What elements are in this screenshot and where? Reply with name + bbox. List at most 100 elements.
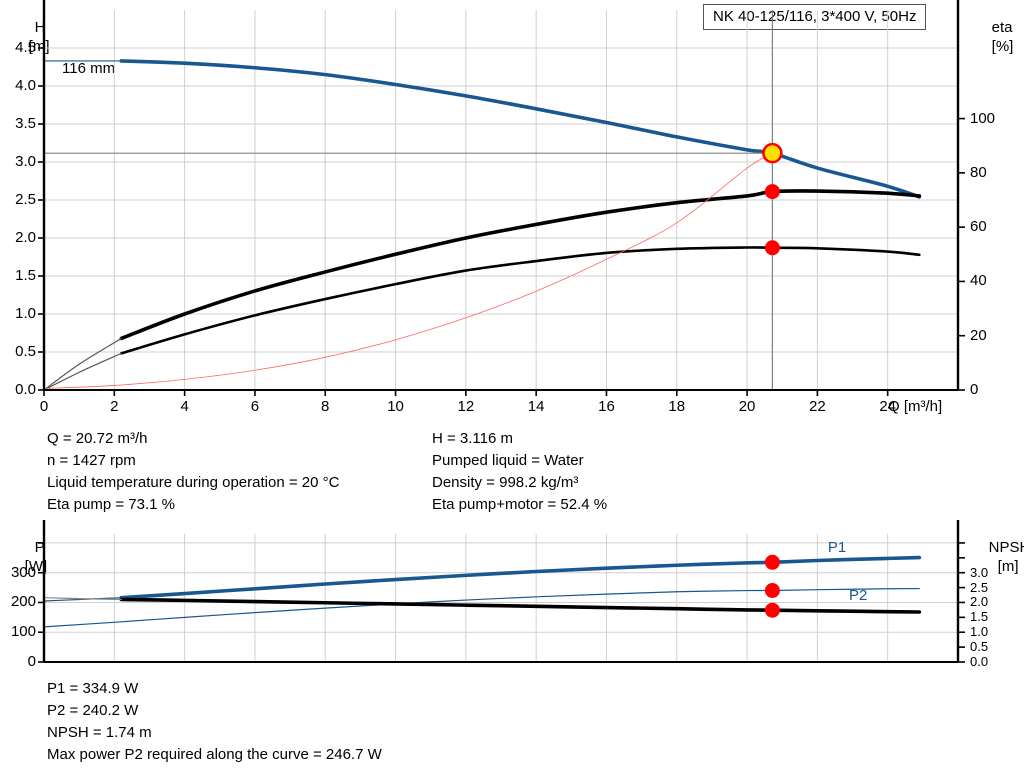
result-pumped-liquid: Pumped liquid = Water <box>432 452 584 469</box>
p-tick-label: 300 <box>10 563 36 581</box>
eta-axis-unit: [%] <box>975 21 1014 72</box>
q-tick-label: 20 <box>738 398 756 415</box>
npsh-tick-label: 3.0 <box>970 564 989 580</box>
q-tick-label: 4 <box>180 398 189 415</box>
impeller-size-text: 116 mm <box>62 60 116 77</box>
p-axis-unit: [W] <box>8 541 48 592</box>
h-tick-label: 0.0 <box>15 381 36 398</box>
q-tick-label: 14 <box>527 398 545 415</box>
h-tick-label: 4.0 <box>15 77 36 94</box>
h-tick-label: 1.0 <box>15 305 36 322</box>
result-eta-pump-motor-text: Eta pump+motor = 52.4 % <box>432 496 608 513</box>
p-axis-symbol: P <box>34 539 45 556</box>
result-eta-pump-text: Eta pump = 73.1 % <box>47 496 175 513</box>
result-h-text: H = 3.116 m <box>432 430 514 447</box>
p1-curve-label: P1 <box>827 539 847 557</box>
curve-system-curve <box>43 152 773 389</box>
marker-eta-pump-point <box>764 184 780 200</box>
marker-p1-point <box>764 554 780 570</box>
result-eta-pump: Eta pump = 73.1 % <box>47 496 175 513</box>
curve-p1-thin-extension <box>43 597 122 602</box>
q-tick-label: 0 <box>39 398 49 415</box>
h-tick-label: 4.5 <box>15 39 36 56</box>
q-tick-label: 2 <box>110 398 119 415</box>
curve-npsh-thin-extension <box>43 597 122 601</box>
p-tick-label: 100 <box>10 623 36 641</box>
result-density: Density = 998.2 kg/m³ <box>432 474 578 491</box>
eta-tick-label: 100 <box>970 109 996 127</box>
result-q: Q = 20.72 m³/h <box>47 430 147 447</box>
npsh-tick-label: 0.5 <box>970 639 989 655</box>
p2-curve-label: P2 <box>849 587 868 605</box>
q-tick-label: 12 <box>457 398 475 415</box>
npsh-axis-title: NPSH <box>972 522 1024 573</box>
result-n-text: n = 1427 rpm <box>47 452 136 469</box>
p-axis-unit-text: [W] <box>24 558 48 575</box>
impeller-size-label: 116 mm <box>62 60 115 77</box>
curve-h-116-mm-impeller- <box>119 59 922 199</box>
result-npsh: NPSH = 1.74 m <box>47 724 152 741</box>
h-tick-label: 2.0 <box>15 229 36 246</box>
h-tick-label: 3.0 <box>15 153 36 170</box>
result-max-power-text: Max power P2 required along the curve = … <box>47 746 382 763</box>
q-tick-label: 18 <box>668 398 686 415</box>
eta-tick-label: 20 <box>970 326 987 344</box>
result-q-text: Q = 20.72 m³/h <box>47 430 148 447</box>
marker-p2-point <box>764 582 780 598</box>
result-eta-pump-motor: Eta pump+motor = 52.4 % <box>432 496 607 513</box>
q-tick-label: 24 <box>879 398 897 415</box>
result-pumped-liquid-text: Pumped liquid = Water <box>432 452 584 469</box>
result-liquid-temp: Liquid temperature during operation = 20… <box>47 474 339 491</box>
eta-tick-label: 0 <box>970 381 979 398</box>
result-p2: P2 = 240.2 W <box>47 702 138 719</box>
eta-axis-unit-text: [%] <box>991 38 1014 55</box>
q-tick-label: 22 <box>809 398 826 415</box>
result-max-power: Max power P2 required along the curve = … <box>47 746 382 763</box>
h-tick-label: 2.5 <box>15 191 36 208</box>
npsh-axis-symbol: NPSH <box>988 539 1024 556</box>
p-tick-label: 0 <box>27 653 36 670</box>
result-liquid-temp-text: Liquid temperature during operation = 20… <box>47 474 340 491</box>
p-tick-label: 200 <box>10 593 36 611</box>
result-p2-text: P2 = 240.2 W <box>47 702 139 719</box>
q-axis-title: Q [m³/h] <box>888 398 943 415</box>
npsh-tick-label: 1.0 <box>970 624 989 640</box>
result-npsh-text: NPSH = 1.74 m <box>47 724 152 741</box>
curve-eta-pump <box>119 189 922 341</box>
npsh-tick-label: 0.0 <box>970 654 989 669</box>
curve-eta-pump-motor-thin-extension <box>43 352 122 391</box>
curve-eta-pump-motor <box>120 246 921 355</box>
result-density-text: Density = 998.2 kg/m³ <box>432 474 579 491</box>
q-tick-label: 10 <box>387 398 404 415</box>
eta-axis-title: eta <box>975 2 1013 53</box>
h-tick-label: 0.5 <box>15 343 36 360</box>
eta-axis-symbol: eta <box>991 19 1013 36</box>
pump-title-box: NK 40-125/116, 3*400 V, 50Hz <box>703 4 927 30</box>
h-tick-label: 3.5 <box>15 115 36 132</box>
h-axis-symbol: H <box>34 19 46 36</box>
npsh-axis-unit-text: [m] <box>997 558 1019 575</box>
eta-tick-label: 40 <box>970 272 987 290</box>
result-p1-text: P1 = 334.9 W <box>47 680 139 697</box>
h-tick-label: 1.5 <box>15 267 36 284</box>
eta-tick-label: 80 <box>970 163 987 181</box>
result-h: H = 3.116 m <box>432 430 513 447</box>
npsh-tick-label: 2.5 <box>970 579 989 595</box>
marker-npsh-point <box>764 602 780 618</box>
head-efficiency-plot <box>38 0 965 396</box>
eta-tick-label: 60 <box>970 218 987 236</box>
curve-p1 <box>119 555 922 600</box>
p-axis-title: P <box>18 522 45 573</box>
npsh-tick-label: 2.0 <box>970 594 989 610</box>
h-axis-title: H <box>18 2 46 53</box>
curve-p2 <box>43 587 920 628</box>
result-n: n = 1427 rpm <box>47 452 136 469</box>
q-tick-label: 8 <box>321 398 330 415</box>
result-p1: P1 = 334.9 W <box>47 680 138 697</box>
marker-eta-pump-motor-point <box>764 240 780 256</box>
pump-title: NK 40-125/116, 3*400 V, 50Hz <box>713 8 917 25</box>
marker-duty-point <box>762 142 783 164</box>
npsh-axis-unit: [m] <box>981 541 1019 592</box>
curve-npsh <box>119 597 922 614</box>
q-tick-label: 6 <box>250 398 260 415</box>
